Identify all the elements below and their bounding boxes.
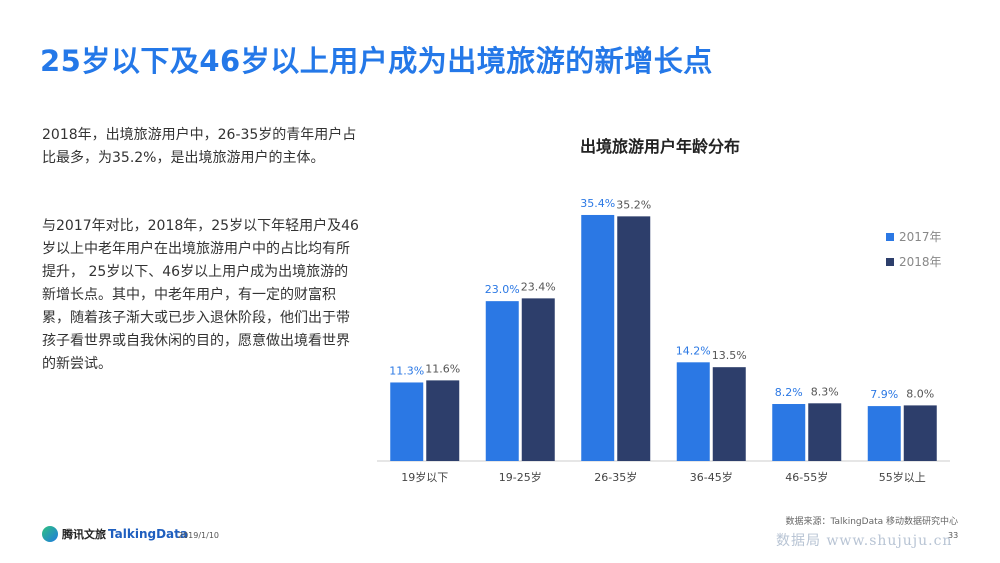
- bar-2018年-46-55岁: [808, 403, 842, 461]
- data-label-2017年-36-45岁: 14.2%: [676, 344, 711, 357]
- chart-title: 出境旅游用户年龄分布: [579, 137, 740, 156]
- tencent-travel-logo-text: 腾讯文旅: [62, 528, 106, 541]
- talkingdata-logo: TalkingData: [108, 527, 188, 541]
- data-label-2018年-46-55岁: 8.3%: [811, 385, 839, 398]
- legend-label-2018: 2018年: [899, 255, 942, 269]
- data-label-2017年-46-55岁: 8.2%: [775, 386, 803, 399]
- bar-2017年-55岁以上: [867, 406, 901, 461]
- watermark: 数据局 www.shujuju.cn: [776, 533, 953, 549]
- body-paragraph-2: 与2017年对比，2018年，25岁以下年轻用户及46岁以上中老年用户在出境旅游…: [42, 218, 359, 372]
- report-date: 2019/1/10: [178, 531, 220, 540]
- page-number: 33: [948, 531, 959, 540]
- x-tick-label-19-25岁: 19-25岁: [499, 470, 542, 484]
- x-tick-label-26-35岁: 26-35岁: [594, 470, 637, 484]
- x-tick-label-55岁以上: 55岁以上: [879, 470, 926, 484]
- data-label-2017年-19-25岁: 23.0%: [485, 283, 520, 296]
- legend-swatch-2017: [886, 232, 894, 241]
- bar-2017年-19岁以下: [390, 382, 424, 461]
- x-tick-label-46-55岁: 46-55岁: [785, 470, 828, 484]
- bar-2018年-19-25岁: [521, 298, 555, 461]
- bar-2017年-19-25岁: [485, 301, 519, 461]
- tencent-travel-logo: 腾讯文旅: [42, 526, 106, 542]
- bar-2017年-26-35岁: [581, 214, 615, 461]
- legend-item-2017: 2017年: [886, 224, 942, 249]
- data-label-2018年-26-35岁: 35.2%: [616, 198, 651, 211]
- tencent-travel-logo-icon: [42, 526, 58, 542]
- page-title: 25岁以下及46岁以上用户成为出境旅游的新增长点: [40, 44, 713, 78]
- x-tick-label-36-45岁: 36-45岁: [690, 470, 733, 484]
- legend-label-2017: 2017年: [899, 230, 942, 244]
- body-paragraph-1: 2018年，出境旅游用户中，26-35岁的青年用户占比最多，为35.2%，是出境…: [42, 127, 357, 166]
- data-label-2018年-36-45岁: 13.5%: [712, 349, 747, 362]
- data-source: 数据来源：TalkingData 移动数据研究中心: [785, 517, 958, 527]
- bar-2018年-55岁以上: [903, 405, 937, 461]
- bar-2017年-46-55岁: [772, 404, 806, 461]
- bar-2017年-36-45岁: [676, 362, 710, 461]
- legend-swatch-2018: [886, 257, 894, 266]
- bar-2018年-26-35岁: [617, 216, 651, 461]
- data-label-2017年-19岁以下: 11.3%: [389, 364, 424, 377]
- data-label-2018年-19岁以下: 11.6%: [425, 362, 460, 375]
- chart-legend: 2017年 2018年: [886, 224, 942, 274]
- legend-item-2018: 2018年: [886, 249, 942, 274]
- bar-2018年-19岁以下: [426, 380, 460, 461]
- data-label-2018年-55岁以上: 8.0%: [906, 387, 934, 400]
- x-tick-label-19岁以下: 19岁以下: [401, 470, 448, 484]
- bar-2018年-36-45岁: [712, 367, 746, 461]
- data-label-2018年-19-25岁: 23.4%: [521, 280, 556, 293]
- data-label-2017年-26-35岁: 35.4%: [580, 197, 615, 210]
- data-label-2017年-55岁以上: 7.9%: [870, 388, 898, 401]
